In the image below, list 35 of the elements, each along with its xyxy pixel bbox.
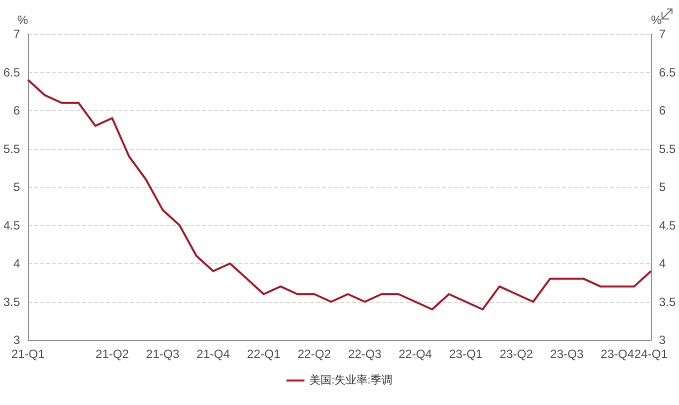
line-series xyxy=(27,78,652,310)
y-tick-label: 7 xyxy=(13,27,20,41)
y2-axis-title: % xyxy=(651,13,662,27)
y-tick-label: 4 xyxy=(13,256,20,270)
y-tick-label: 6.5 xyxy=(3,65,20,80)
x-tick-label: 23-Q1 xyxy=(449,347,483,361)
y2-tick-label: 5.5 xyxy=(659,142,676,156)
y-tick-label: 5.5 xyxy=(3,142,20,156)
x-tick-label: 24-Q1 xyxy=(634,347,668,361)
x-tick-label: 21-Q3 xyxy=(146,347,180,361)
x-tick-label: 23-Q3 xyxy=(550,347,584,361)
x-tick-label: 21-Q1 xyxy=(11,347,45,361)
y-tick-label: 3 xyxy=(13,333,20,347)
y-tick-label: 4.5 xyxy=(3,218,20,232)
x-tick-label: 22-Q2 xyxy=(298,347,332,361)
legend-label: 美国:失业率:季调 xyxy=(309,374,393,386)
y-tick-label: 5 xyxy=(13,180,20,194)
x-tick-label: 22-Q1 xyxy=(247,347,281,361)
x-tick-label: 22-Q4 xyxy=(398,347,432,361)
x-tick-label: 22-Q3 xyxy=(348,347,382,361)
y2-tick-label: 4 xyxy=(659,256,666,270)
y2-tick-label: 5 xyxy=(659,180,666,194)
y2-tick-label: 7 xyxy=(659,27,666,41)
x-tick-label: 21-Q2 xyxy=(96,347,130,361)
y-tick-label: 3.5 xyxy=(3,294,20,309)
y2-tick-label: 3.5 xyxy=(659,294,676,309)
y-tick-label: 6 xyxy=(13,104,20,118)
y-axis-title: % xyxy=(17,13,28,27)
x-tick-label: 21-Q4 xyxy=(196,347,230,361)
y2-tick-label: 4.5 xyxy=(659,218,676,232)
x-tick-label: 23-Q2 xyxy=(500,347,534,361)
y2-tick-label: 3 xyxy=(659,333,666,347)
y2-tick-label: 6 xyxy=(659,104,666,118)
x-tick-label: 23-Q4 xyxy=(600,347,634,361)
y2-tick-label: 6.5 xyxy=(659,65,676,80)
